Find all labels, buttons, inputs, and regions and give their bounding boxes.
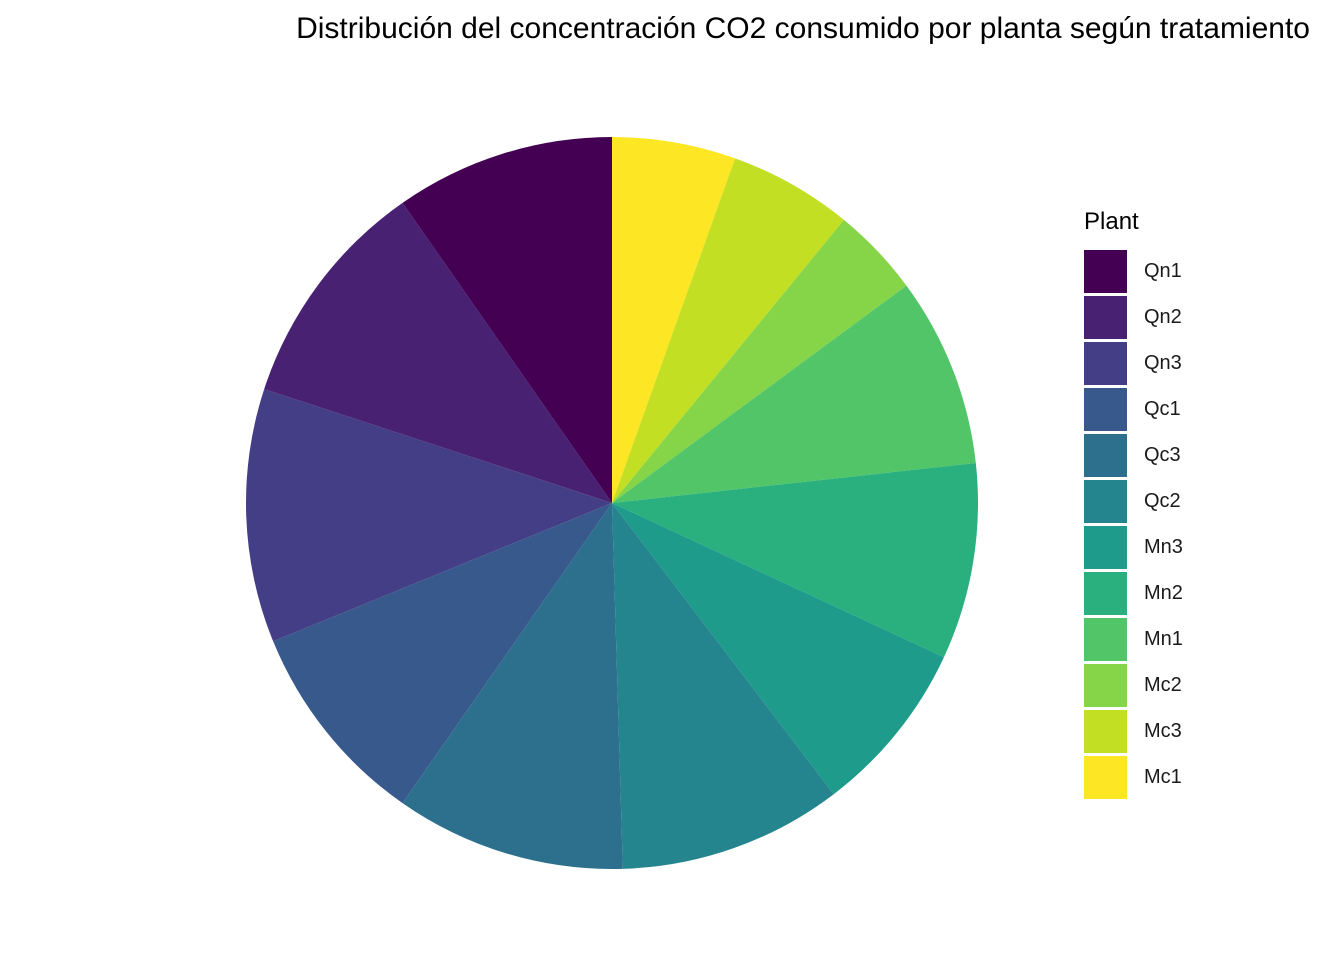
legend-label: Qn2: [1144, 305, 1182, 328]
pie-slice-mn1: [612, 285, 976, 503]
pie-slice-mn3: [612, 503, 944, 795]
legend-swatch: [1084, 755, 1127, 799]
legend-swatch: [1084, 341, 1127, 385]
legend-item-mc3: Mc3: [1084, 708, 1183, 754]
legend-label: Qn3: [1144, 351, 1182, 374]
legend-swatch: [1084, 617, 1127, 661]
legend-swatch: [1084, 571, 1127, 615]
legend-swatch: [1084, 525, 1127, 569]
legend-label: Qc2: [1144, 489, 1181, 512]
legend: Plant Qn1 Qn2 Qn3 Qc1 Qc3 Qc2 Mn3 Mn2 Mn1 Mc2 Mc3 M…: [1084, 206, 1183, 800]
legend-item-qc1: Qc1: [1084, 386, 1183, 432]
legend-swatch: [1084, 249, 1127, 293]
pie-slice-qn3: [245, 389, 612, 642]
legend-swatch: [1084, 295, 1127, 339]
legend-item-mn3: Mn3: [1084, 524, 1183, 570]
pie-slice-qc1: [273, 503, 612, 804]
pie-slices: [245, 137, 979, 870]
legend-item-qc3: Qc3: [1084, 432, 1183, 478]
legend-item-qn2: Qn2: [1084, 294, 1183, 340]
legend-label: Mn2: [1144, 581, 1183, 604]
legend-title: Plant: [1084, 208, 1139, 235]
pie-slice-qn2: [264, 202, 612, 503]
legend-item-mc1: Mc1: [1084, 754, 1183, 800]
pie-slice-qn1: [402, 137, 612, 503]
pie-slice-mn2: [612, 463, 979, 658]
pie-slice-mc1: [612, 137, 736, 503]
legend-label: Qn1: [1144, 259, 1182, 282]
pie-slice-mc3: [612, 158, 844, 503]
pie-slice-qc2: [612, 503, 834, 869]
legend-swatch: [1084, 479, 1127, 523]
legend-label: Mc3: [1144, 719, 1182, 742]
legend-item-qn1: Qn1: [1084, 248, 1183, 294]
legend-label: Qc3: [1144, 443, 1181, 466]
legend-label: Mn1: [1144, 627, 1183, 650]
legend-swatch: [1084, 387, 1127, 431]
legend-swatch: [1084, 709, 1127, 753]
legend-label: Mc1: [1144, 765, 1182, 788]
legend-item-mc2: Mc2: [1084, 662, 1183, 708]
legend-item-qc2: Qc2: [1084, 478, 1183, 524]
legend-item-qn3: Qn3: [1084, 340, 1183, 386]
legend-items: Qn1 Qn2 Qn3 Qc1 Qc3 Qc2 Mn3 Mn2 Mn1 Mc2 Mc3 Mc1: [1084, 248, 1183, 800]
chart-title: Distribución del concentración CO2 consu…: [296, 12, 1310, 45]
legend-label: Mn3: [1144, 535, 1183, 558]
legend-item-mn1: Mn1: [1084, 616, 1183, 662]
pie-slice-qc3: [402, 503, 623, 870]
legend-label: Qc1: [1144, 397, 1181, 420]
legend-swatch: [1084, 663, 1127, 707]
legend-item-mn2: Mn2: [1084, 570, 1183, 616]
pie-slice-mc2: [612, 219, 907, 504]
legend-swatch: [1084, 433, 1127, 477]
legend-label: Mc2: [1144, 673, 1182, 696]
